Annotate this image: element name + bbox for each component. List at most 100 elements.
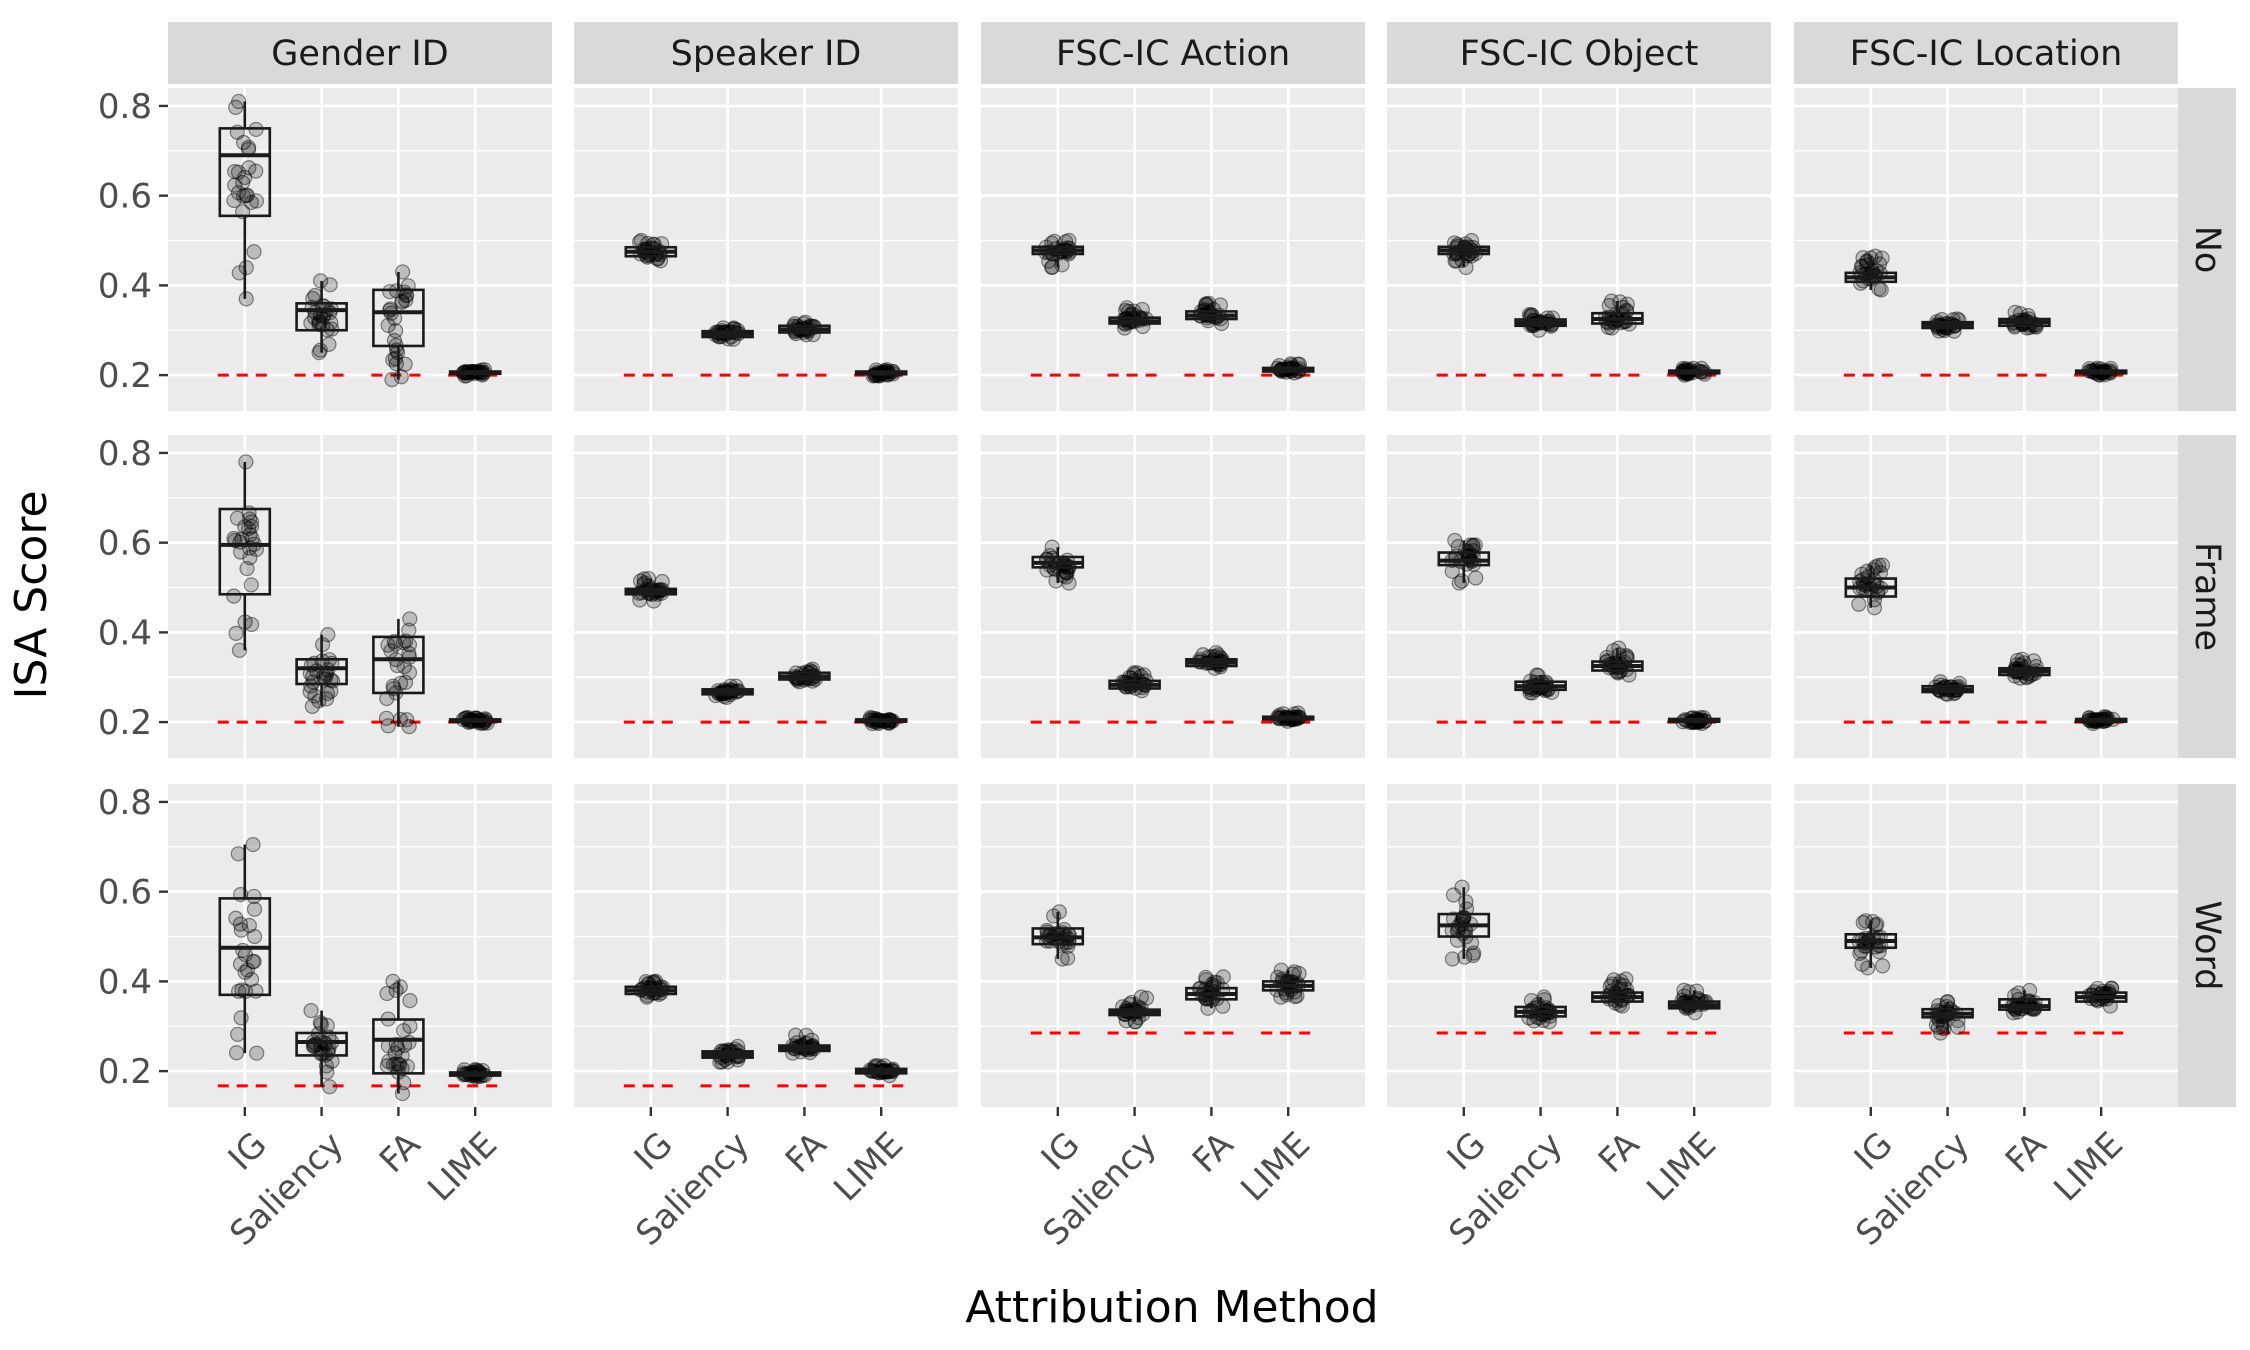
data-point [230,846,246,862]
data-point [246,901,263,917]
data-point [1215,969,1231,985]
data-point [1681,984,1697,1000]
data-point [242,527,258,543]
data-point [392,711,408,728]
facet-strip-label: Gender ID [271,34,448,74]
data-point [402,992,418,1009]
facet-strip-row [2176,88,2236,411]
facet-panel [1794,88,2178,411]
data-point [242,511,258,527]
facet-strip-col [1387,22,1771,84]
y-tick-label: 0.2 [98,1052,152,1092]
data-point [249,1045,265,1061]
data-point [304,698,320,715]
data-point [231,265,247,281]
data-point [393,369,409,385]
data-point [1289,988,1305,1004]
facet-panel [574,435,958,758]
data-point [319,1064,335,1080]
data-point [1854,956,1870,972]
data-point [235,174,251,191]
data-point [398,292,414,309]
panel-background [1387,435,1771,758]
data-point [1448,253,1465,269]
data-point [1611,640,1627,656]
data-point [303,678,319,694]
data-point [394,1060,410,1077]
data-point [229,510,245,526]
data-point [1051,904,1067,920]
data-point [243,518,260,535]
data-point [234,982,250,998]
data-point [401,1034,417,1051]
data-point [1618,302,1635,318]
data-point [399,712,415,728]
x-tick-label: LIME [420,1125,505,1210]
data-point [385,973,401,989]
facet-strip-label: No [2187,226,2227,274]
data-point [1458,543,1474,559]
panel-background [981,784,1365,1107]
box-iqr [372,1018,425,1075]
data-point [1611,976,1627,992]
data-point [1444,951,1461,967]
box-iqr [295,302,348,332]
data-point [1198,972,1214,988]
data-point [394,293,410,309]
data-point [1465,947,1481,964]
data-point [396,1075,412,1091]
data-point [227,177,243,193]
data-point [386,332,403,349]
x-tick-label: LIME [826,1125,911,1210]
box-iqr [218,507,272,596]
data-point [1445,887,1462,903]
facet-strip-col [1794,22,2178,84]
data-point [226,192,242,209]
data-point [318,691,335,707]
data-point [388,323,404,339]
data-point [1950,1019,1966,1035]
data-point [248,163,264,179]
data-point [230,164,247,180]
data-point [246,888,262,905]
x-tick-label: FA [1185,1125,1241,1181]
data-point [379,985,395,1002]
data-point [392,1057,408,1073]
facet-strip-row [2176,784,2236,1107]
facet-panel [1387,435,1771,758]
data-point [1930,1019,1947,1036]
data-point [394,1048,410,1064]
data-point [1466,945,1482,961]
data-point [303,315,319,331]
data-point [239,187,255,203]
data-point [248,193,265,209]
data-point [1048,573,1064,589]
data-point [322,305,338,321]
y-tick-label: 0.4 [98,962,152,1002]
data-point [246,928,263,945]
data-point [2014,651,2030,667]
data-point [387,1045,403,1061]
data-point [226,588,242,604]
data-point [1060,950,1076,966]
data-point [321,1079,338,1095]
x-tick-label: IG [1847,1125,1901,1179]
data-point [1058,564,1074,580]
panel-background [574,88,958,411]
data-point [236,188,252,204]
data-point [1676,982,1692,998]
panel-background [168,435,552,758]
data-point [228,625,244,641]
data-point [1044,539,1060,555]
facet-panel [168,88,552,411]
facet-strip-col [574,22,958,84]
data-point [401,664,418,681]
data-point [1618,971,1634,987]
panel-background [1794,88,2178,411]
data-point [228,910,244,926]
x-axis-title: Attribution Method [965,1282,1378,1333]
data-point [632,234,648,250]
x-tick-label: IG [1440,1125,1494,1179]
data-point [311,314,327,330]
